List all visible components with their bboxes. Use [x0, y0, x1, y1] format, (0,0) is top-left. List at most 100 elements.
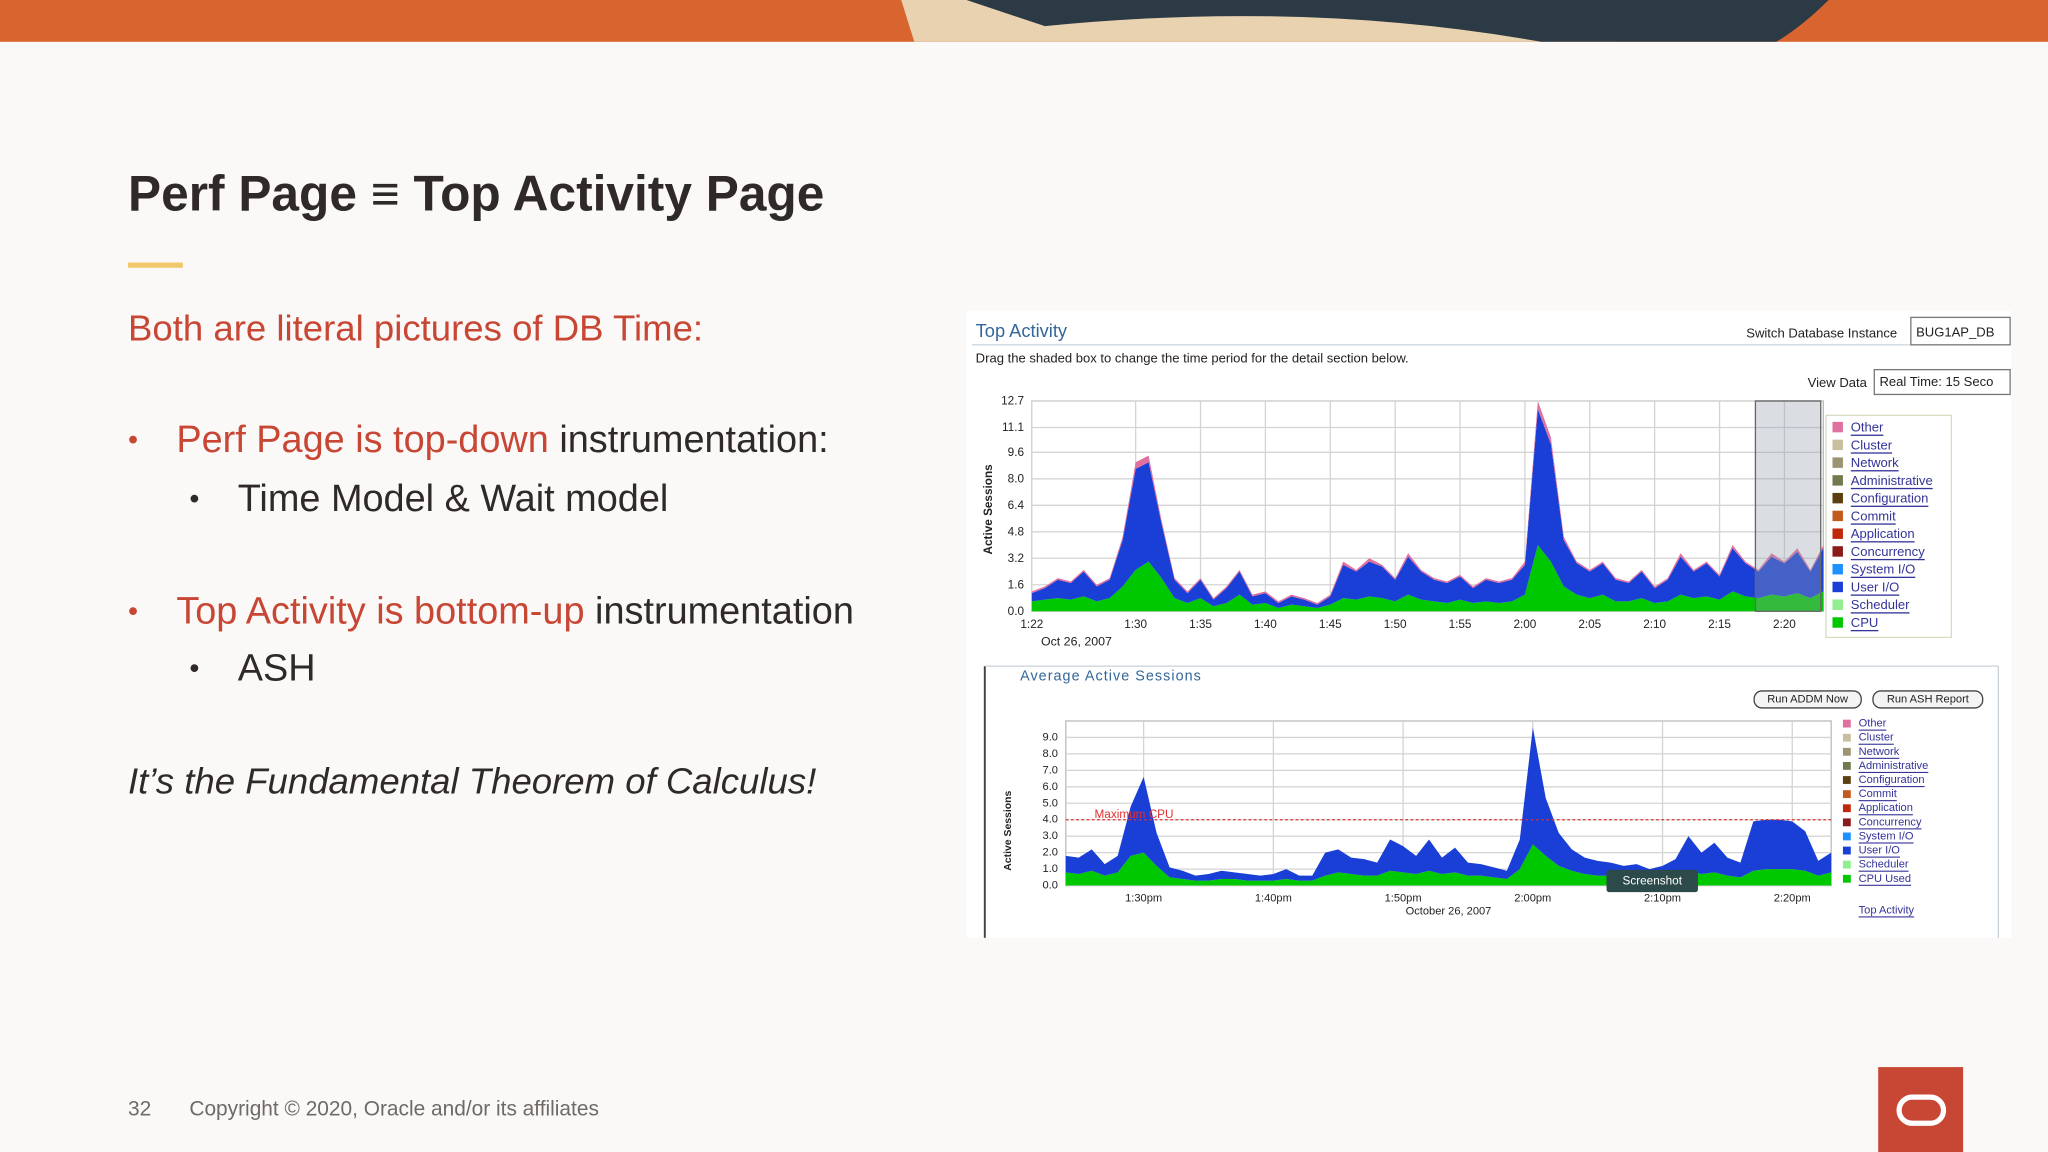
legend-swatch [1842, 776, 1851, 784]
x-tick-label: 2:10pm [1644, 893, 1681, 905]
legend-label: Scheduler [1859, 859, 1909, 871]
y-tick-label: 1.0 [1043, 863, 1058, 875]
tooltip-text: Screenshot [1623, 874, 1683, 887]
button[interactable] [1753, 690, 1862, 709]
slide-title: Perf Page ≡ Top Activity Page [128, 165, 824, 221]
reference-label: Maximum CPU [1095, 808, 1174, 821]
sub-bullet: • [189, 653, 199, 685]
panel-title: Top Activity [976, 320, 1068, 341]
selection-box [1754, 400, 1822, 612]
oracle-logo [1878, 1067, 1964, 1152]
legend-swatch [1832, 475, 1843, 486]
y-tick-label: 9.0 [1043, 731, 1058, 743]
y-tick-label: 6.0 [1043, 781, 1058, 793]
x-tick-label: 2:20pm [1774, 893, 1811, 905]
legend-swatch [1842, 846, 1851, 855]
sub-bullet-text: Time Model & Wait model [238, 478, 669, 520]
legend-swatch [1832, 457, 1843, 468]
y-tick-label: 9.6 [1008, 446, 1025, 459]
highlight: Perf Page is top-down [176, 419, 549, 461]
legend-label: Concurrency [1859, 816, 1922, 828]
x-tick-label: 2:10 [1643, 618, 1666, 631]
legend-swatch [1842, 719, 1851, 728]
legend-label: Other [1859, 718, 1887, 730]
legend-label: User I/O [1851, 579, 1900, 594]
legend-label: Application [1859, 802, 1913, 814]
legend-swatch [1842, 860, 1851, 869]
instance-label: Switch Database Instance [1746, 326, 1897, 341]
sub-bullet: • [189, 483, 199, 515]
x-axis-label: October 26, 2007 [1406, 906, 1492, 918]
x-tick-label: 1:30pm [1125, 893, 1162, 905]
legend-swatch [1832, 581, 1843, 593]
y-tick-label: 8.0 [1008, 472, 1025, 485]
legend-swatch [1842, 874, 1851, 883]
copyright: Copyright © 2020, Oracle and/or its affi… [189, 1097, 599, 1120]
banner-art [966, 0, 1829, 42]
legend-swatch [1842, 747, 1851, 756]
button-label: Run ADDM Now [1767, 693, 1849, 705]
legend-label: Network [1859, 746, 1900, 758]
legend-swatch [1832, 599, 1843, 610]
link[interactable]: Top Activity [1859, 904, 1915, 916]
x-tick-label: 2:00pm [1514, 893, 1551, 905]
x-tick-label: 1:50 [1384, 618, 1407, 631]
legend-label: Other [1851, 420, 1884, 435]
sub-bullet-text: ASH [238, 648, 316, 690]
legend-label: Administrative [1859, 760, 1929, 772]
legend-label: System I/O [1851, 562, 1916, 577]
y-axis-label: Active Sessions [1003, 790, 1014, 870]
oracle-logo-mark [1896, 1094, 1947, 1126]
y-tick-label: 0.0 [1043, 880, 1058, 892]
bullet: • [128, 595, 138, 627]
y-tick-label: 0.0 [1008, 605, 1025, 618]
legend-label: Commit [1851, 508, 1896, 523]
instance-select[interactable] [1910, 316, 2011, 346]
x-tick-label: 1:40 [1254, 618, 1277, 631]
legend-swatch [1842, 761, 1851, 770]
y-tick-label: 6.4 [1008, 499, 1025, 512]
y-tick-label: 7.0 [1043, 764, 1058, 776]
area-series [1031, 545, 1824, 612]
x-tick-label: 1:45 [1319, 618, 1342, 631]
y-tick-label: 3.2 [1008, 552, 1024, 565]
y-tick-label: 2.0 [1043, 847, 1058, 859]
text: instrumentation [585, 590, 854, 632]
button[interactable] [1872, 690, 1984, 709]
y-tick-label: 8.0 [1043, 748, 1058, 760]
y-tick-label: 11.1 [1002, 421, 1024, 434]
area-series [1065, 727, 1832, 881]
area-series [1065, 844, 1832, 886]
screenshot: Top Activity Drag the shaded box to chan… [966, 310, 2012, 938]
x-tick-label: 2:00 [1513, 618, 1536, 631]
x-tick-label: 2:05 [1578, 618, 1601, 631]
bullet-text: Perf Page is top-down instrumentation: [176, 419, 828, 461]
highlight: Top Activity is bottom-up [176, 590, 584, 632]
x-tick-label: 2:15 [1708, 618, 1731, 631]
instruction: Drag the shaded box to change the time p… [976, 350, 1409, 365]
x-tick-label: 1:40pm [1255, 893, 1292, 905]
title-underline [128, 262, 183, 268]
text: instrumentation: [549, 419, 829, 461]
y-axis-label: Active Sessions [982, 464, 995, 555]
legend-swatch [1842, 804, 1851, 813]
instance-value: BUG1AP_DB [1916, 324, 1995, 339]
view-data-select[interactable] [1873, 368, 2011, 396]
area-series [1031, 409, 1824, 608]
y-tick-label: 12.7 [1001, 394, 1024, 407]
x-sublabel: Oct 26, 2007 [1041, 634, 1112, 648]
subtitle: Both are literal pictures of DB Time: [128, 307, 703, 348]
legend-box [1825, 414, 1952, 639]
legend-swatch [1842, 733, 1851, 742]
x-tick-label: 1:55 [1449, 618, 1472, 631]
bullet-text: Top Activity is bottom-up instrumentatio… [176, 590, 854, 632]
closing: It’s the Fundamental Theorem of Calculus… [128, 761, 816, 802]
page-number: 32 [128, 1097, 151, 1120]
legend-swatch [1832, 439, 1843, 451]
legend-label: Cluster [1851, 437, 1893, 452]
legend-label: Concurrency [1851, 544, 1925, 559]
legend-swatch [1832, 546, 1843, 557]
y-tick-label: 4.0 [1043, 814, 1058, 826]
x-tick-label: 1:35 [1189, 618, 1212, 631]
